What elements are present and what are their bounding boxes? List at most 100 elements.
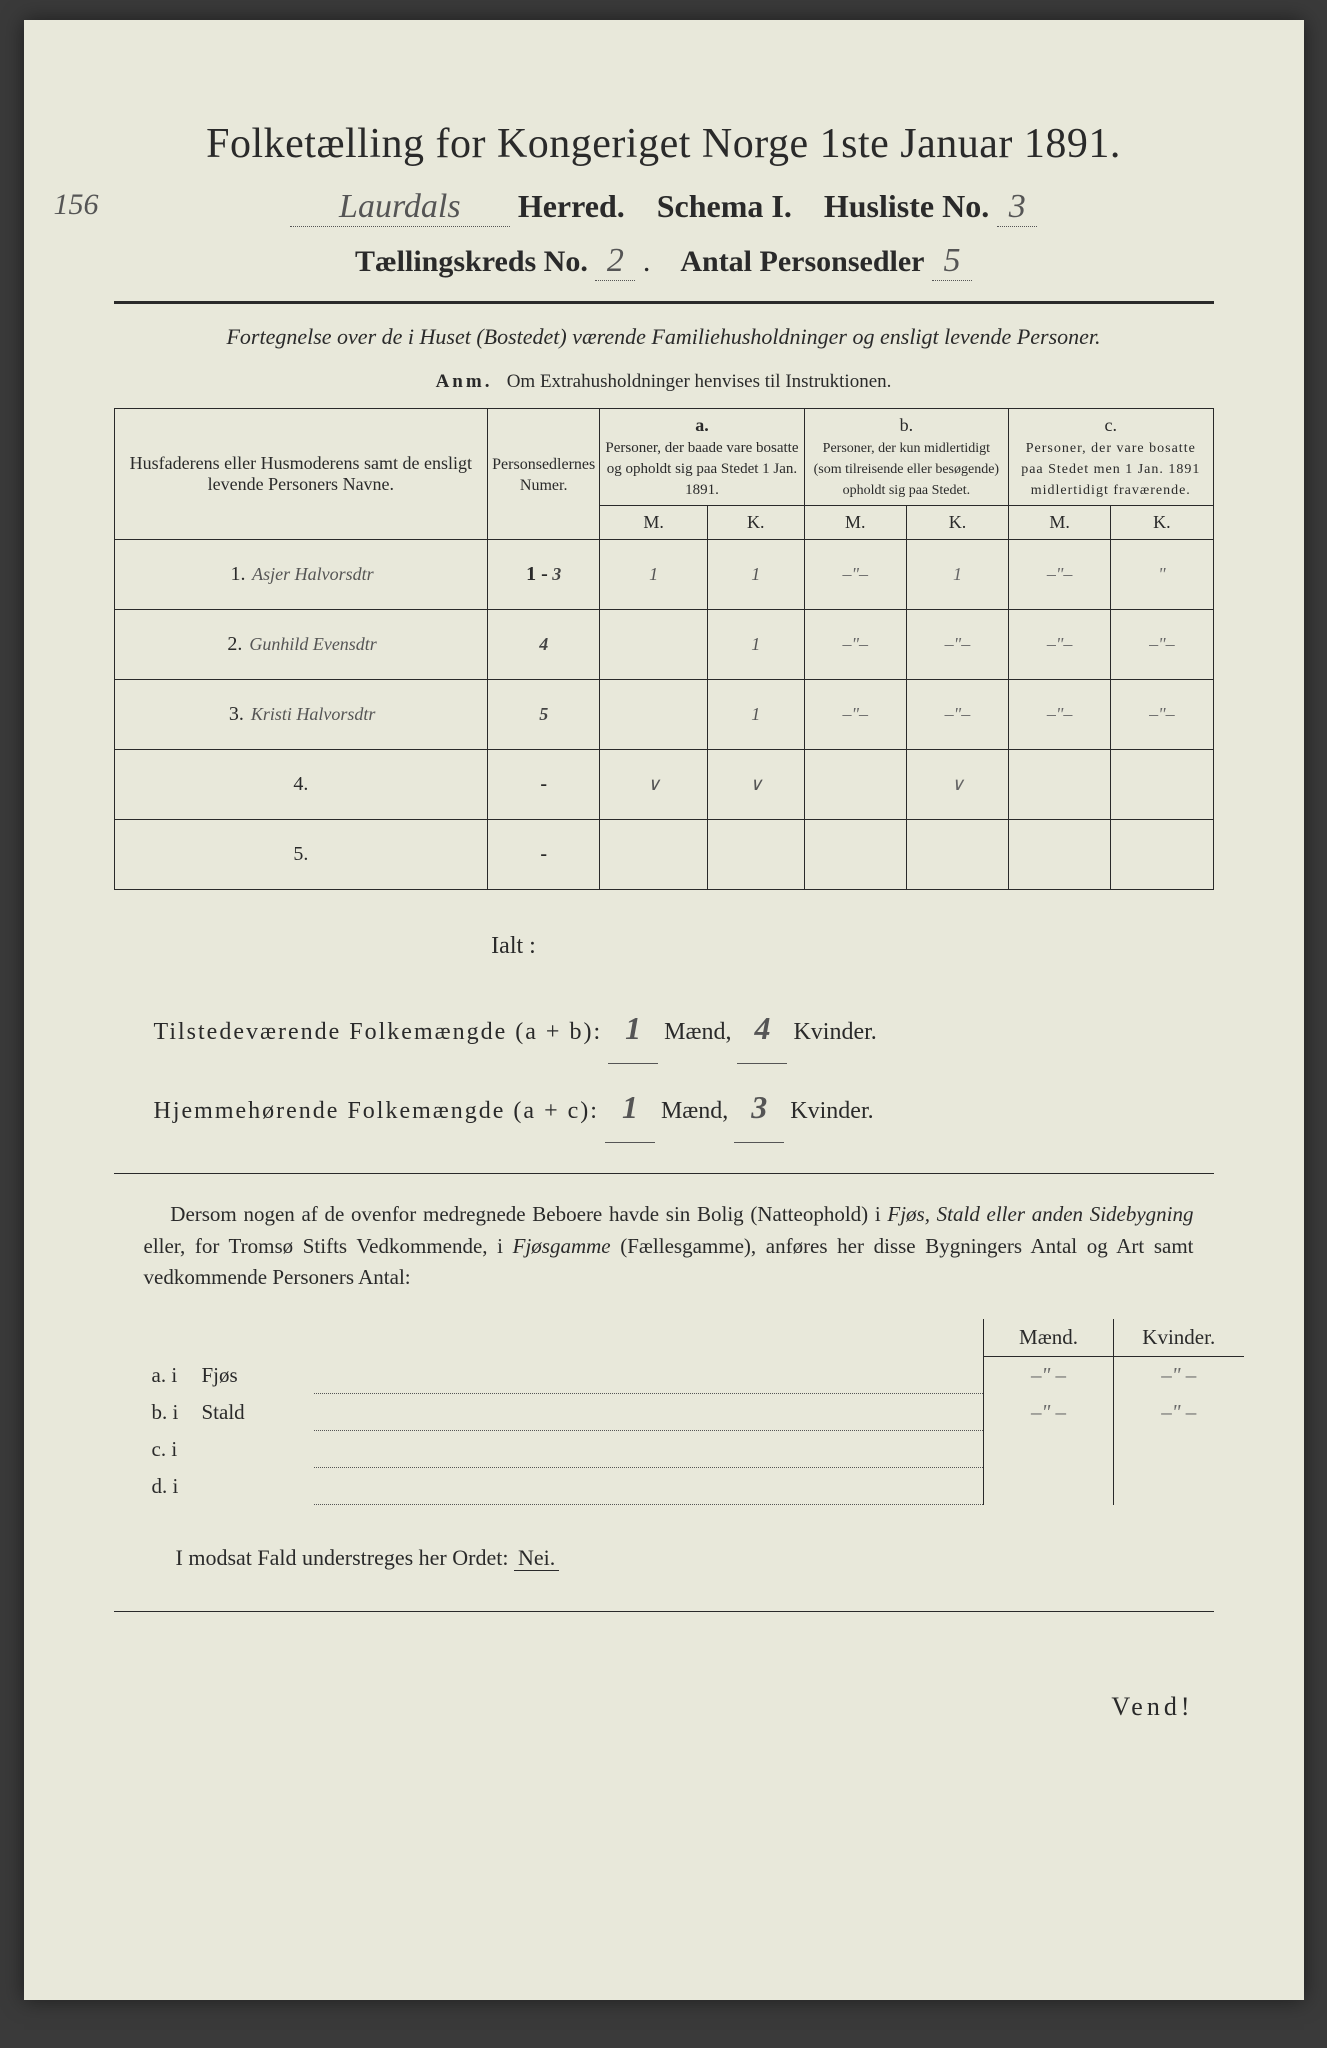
bldg-label: d. i bbox=[144, 1468, 194, 1505]
schema-label: Schema I. bbox=[657, 188, 792, 224]
name-cell: 5. bbox=[114, 819, 488, 889]
header-line-kreds: Tællingskreds No. 2 . Antal Personsedler… bbox=[114, 242, 1214, 281]
name-cell: 4. bbox=[114, 749, 488, 819]
census-form-page: Folketælling for Kongeriget Norge 1ste J… bbox=[24, 20, 1304, 2000]
bldg-name bbox=[194, 1468, 314, 1505]
table-row: 2. Gunhild Evensdtr 41–"––"––"––"– bbox=[114, 609, 1213, 679]
bldg-m: –" – bbox=[984, 1356, 1114, 1394]
resident-men: 1 bbox=[605, 1072, 655, 1143]
num-cell: - bbox=[488, 749, 600, 819]
c-k: –"– bbox=[1111, 609, 1213, 679]
bldg-name: Stald bbox=[194, 1394, 314, 1431]
margin-number: 156 bbox=[54, 188, 99, 222]
building-paragraph: Dersom nogen af de ovenfor medregnede Be… bbox=[144, 1199, 1194, 1294]
a-m bbox=[600, 819, 708, 889]
a-k: ∨ bbox=[707, 749, 804, 819]
a-m bbox=[600, 679, 708, 749]
b-m: –"– bbox=[804, 539, 906, 609]
kreds-label: Tællingskreds No. bbox=[355, 245, 588, 278]
page-title: Folketælling for Kongeriget Norge 1ste J… bbox=[114, 120, 1214, 168]
c-m bbox=[1009, 819, 1111, 889]
bldg-m bbox=[984, 1468, 1114, 1505]
bldg-row: d. i bbox=[144, 1468, 1244, 1505]
ialt-label: Ialt : bbox=[0, 920, 1174, 973]
num-cell: 5 bbox=[488, 679, 600, 749]
a-k: 1 bbox=[707, 609, 804, 679]
a-k: 1 bbox=[707, 539, 804, 609]
b-m: –"– bbox=[804, 609, 906, 679]
a-k bbox=[707, 819, 804, 889]
a-k: 1 bbox=[707, 679, 804, 749]
b-k: –"– bbox=[906, 609, 1008, 679]
b-m bbox=[804, 749, 906, 819]
bldg-m bbox=[984, 1431, 1114, 1468]
col-b-k: K. bbox=[906, 505, 1008, 539]
buildings-table: Mænd. Kvinder. a. iFjøs–" ––" –b. iStald… bbox=[144, 1319, 1244, 1506]
b-k: 1 bbox=[906, 539, 1008, 609]
c-k bbox=[1111, 749, 1213, 819]
num-cell: 1 - 3 bbox=[488, 539, 600, 609]
resident-women: 3 bbox=[734, 1072, 784, 1143]
a-m: 1 bbox=[600, 539, 708, 609]
b-k bbox=[906, 819, 1008, 889]
bldg-dots bbox=[314, 1431, 984, 1468]
bldg-name bbox=[194, 1431, 314, 1468]
husliste-no: 3 bbox=[997, 188, 1037, 227]
modsat-line: I modsat Fald understreges her Ordet: Ne… bbox=[154, 1545, 1174, 1571]
bldg-k bbox=[1114, 1431, 1244, 1468]
col-a-m: M. bbox=[600, 505, 708, 539]
a-m: ∨ bbox=[600, 749, 708, 819]
name-cell: 1. Asjer Halvorsdtr bbox=[114, 539, 488, 609]
nei-word: Nei. bbox=[514, 1545, 559, 1571]
totals-resident: Hjemmehørende Folkemængde (a + c): 1 Mæn… bbox=[154, 1072, 1174, 1143]
c-m: –"– bbox=[1009, 679, 1111, 749]
divider bbox=[114, 1173, 1214, 1174]
col-header-names: Husfaderens eller Husmoderens samt de en… bbox=[114, 408, 488, 539]
bldg-k: –" – bbox=[1114, 1394, 1244, 1431]
col-b-m: M. bbox=[804, 505, 906, 539]
bldg-dots bbox=[314, 1356, 984, 1394]
bldg-dots bbox=[314, 1394, 984, 1431]
bldg-label: b. i bbox=[144, 1394, 194, 1431]
c-k bbox=[1111, 819, 1213, 889]
vend-label: Vend! bbox=[114, 1692, 1194, 1722]
bldg-row: c. i bbox=[144, 1431, 1244, 1468]
antal-label: Antal Personsedler bbox=[680, 245, 924, 278]
b-k: –"– bbox=[906, 679, 1008, 749]
c-k: –"– bbox=[1111, 679, 1213, 749]
bldg-k bbox=[1114, 1468, 1244, 1505]
anm-line: Anm. Om Extrahusholdninger henvises til … bbox=[114, 371, 1214, 393]
divider bbox=[114, 1611, 1214, 1612]
b-m: –"– bbox=[804, 679, 906, 749]
col-c-m: M. bbox=[1009, 505, 1111, 539]
bldg-label: c. i bbox=[144, 1431, 194, 1468]
col-header-num: Personsedlernes Numer. bbox=[488, 408, 600, 539]
bldg-label: a. i bbox=[144, 1356, 194, 1394]
anm-text: Om Extrahusholdninger henvises til Instr… bbox=[507, 371, 892, 392]
c-m: –"– bbox=[1009, 609, 1111, 679]
present-women: 4 bbox=[737, 993, 787, 1064]
header-line-herred: 156 Laurdals Herred. Schema I. Husliste … bbox=[114, 188, 1214, 227]
c-m bbox=[1009, 749, 1111, 819]
present-men: 1 bbox=[608, 993, 658, 1064]
a-m bbox=[600, 609, 708, 679]
num-cell: - bbox=[488, 819, 600, 889]
b-k: ∨ bbox=[906, 749, 1008, 819]
table-row: 1. Asjer Halvorsdtr1 - 311–"–1–"–" bbox=[114, 539, 1213, 609]
name-cell: 3. Kristi Halvorsdtr bbox=[114, 679, 488, 749]
bldg-k: –" – bbox=[1114, 1356, 1244, 1394]
col-c-k: K. bbox=[1111, 505, 1213, 539]
persons-table: Husfaderens eller Husmoderens samt de en… bbox=[114, 408, 1214, 890]
num-cell: 4 bbox=[488, 609, 600, 679]
totals-present: Tilstedeværende Folkemængde (a + b): 1 M… bbox=[154, 993, 1174, 1064]
name-cell: 2. Gunhild Evensdtr bbox=[114, 609, 488, 679]
kreds-no: 2 bbox=[595, 242, 635, 281]
anm-label: Anm. bbox=[436, 371, 493, 392]
antal-no: 5 bbox=[932, 242, 972, 281]
herred-value: Laurdals bbox=[290, 188, 510, 227]
b-m bbox=[804, 819, 906, 889]
col-a-k: K. bbox=[707, 505, 804, 539]
bldg-row: b. iStald–" ––" – bbox=[144, 1394, 1244, 1431]
table-row: 5. - bbox=[114, 819, 1213, 889]
col-header-a: a. Personer, der baade vare bosatte og o… bbox=[600, 408, 804, 505]
